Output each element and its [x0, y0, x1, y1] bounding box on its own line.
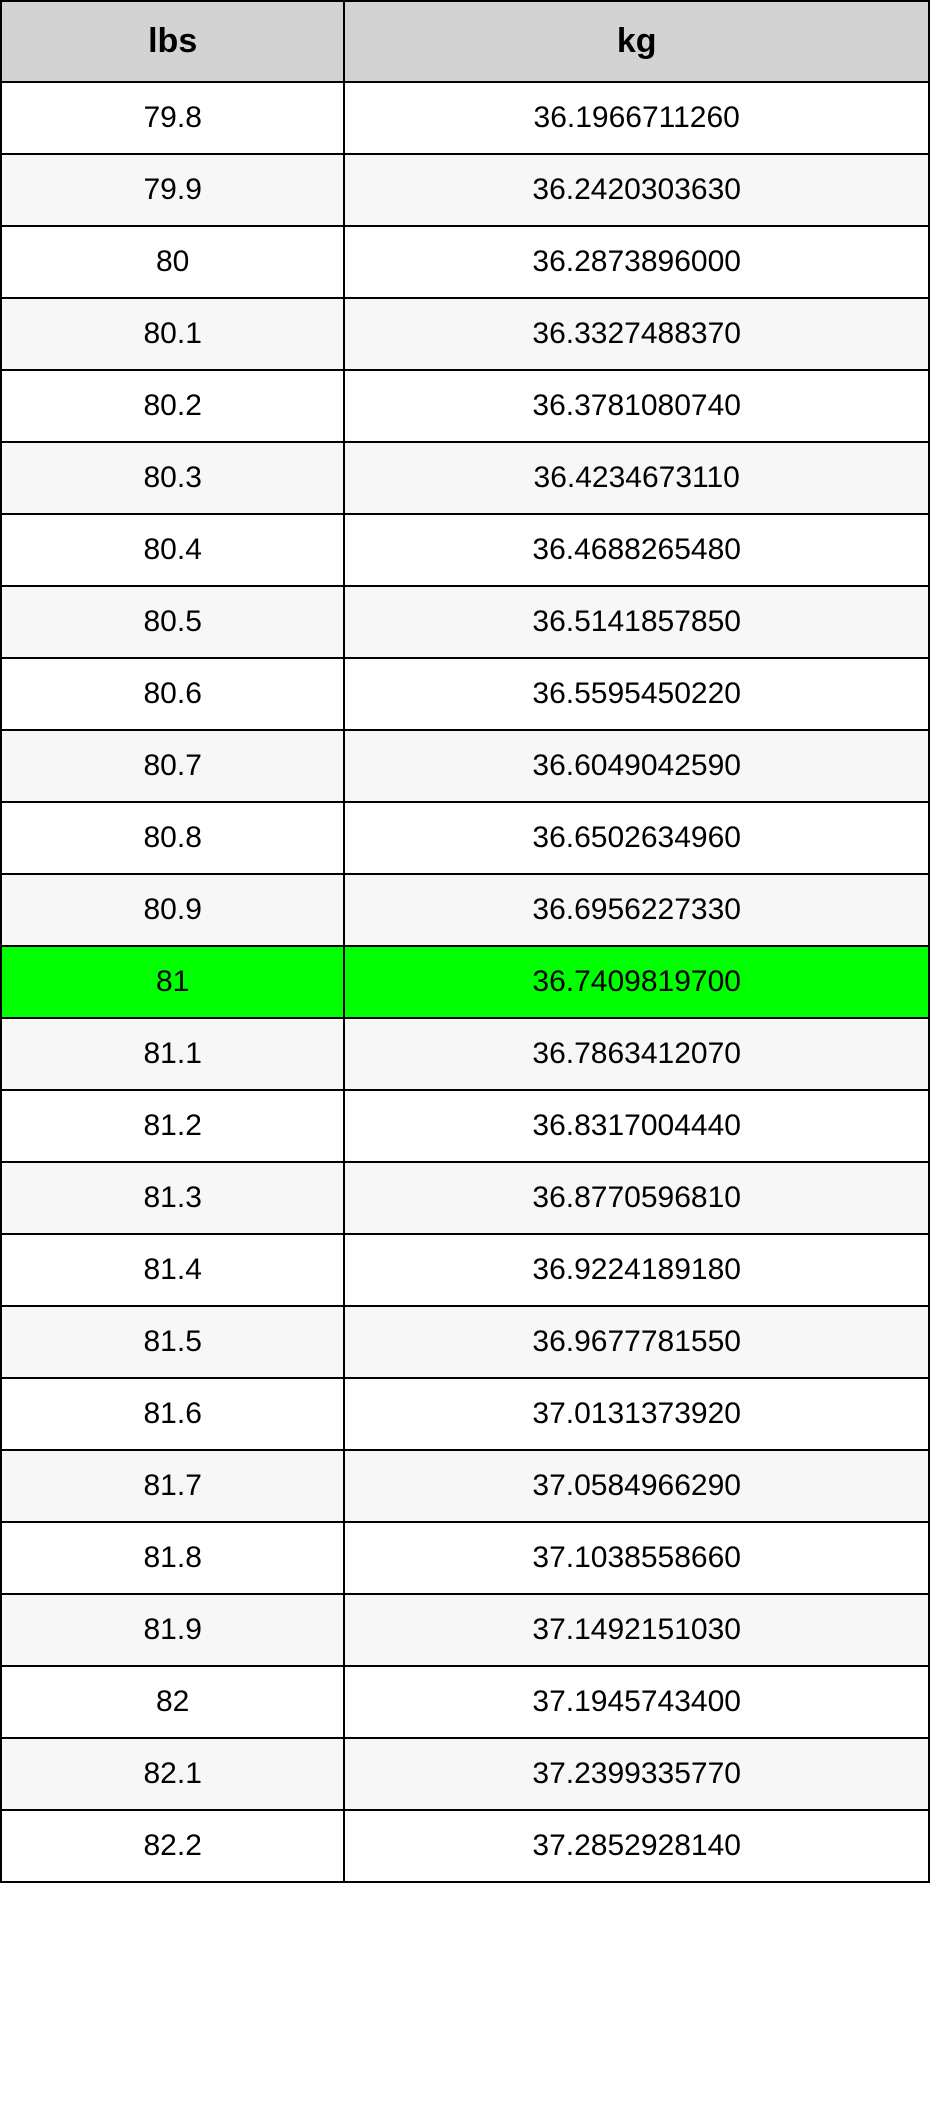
cell-kg: 37.1038558660: [344, 1522, 929, 1594]
cell-lbs: 80.8: [1, 802, 344, 874]
cell-lbs: 80.6: [1, 658, 344, 730]
cell-kg: 36.4234673110: [344, 442, 929, 514]
table-row: 80.536.5141857850: [1, 586, 929, 658]
table-row: 8036.2873896000: [1, 226, 929, 298]
cell-lbs: 81.5: [1, 1306, 344, 1378]
table-row: 80.836.6502634960: [1, 802, 929, 874]
cell-lbs: 80.7: [1, 730, 344, 802]
cell-kg: 36.7409819700: [344, 946, 929, 1018]
cell-lbs: 81.7: [1, 1450, 344, 1522]
table-row: 80.636.5595450220: [1, 658, 929, 730]
cell-kg: 36.8317004440: [344, 1090, 929, 1162]
table-row: 80.236.3781080740: [1, 370, 929, 442]
cell-kg: 36.4688265480: [344, 514, 929, 586]
cell-lbs: 81.8: [1, 1522, 344, 1594]
cell-lbs: 80.1: [1, 298, 344, 370]
cell-lbs: 80.4: [1, 514, 344, 586]
cell-lbs: 81.4: [1, 1234, 344, 1306]
table-row: 79.836.1966711260: [1, 82, 929, 154]
cell-lbs: 82.2: [1, 1810, 344, 1882]
cell-kg: 37.2399335770: [344, 1738, 929, 1810]
table-row: 81.737.0584966290: [1, 1450, 929, 1522]
table-body: 79.836.196671126079.936.24203036308036.2…: [1, 82, 929, 1882]
cell-kg: 36.9677781550: [344, 1306, 929, 1378]
cell-kg: 36.1966711260: [344, 82, 929, 154]
cell-lbs: 82: [1, 1666, 344, 1738]
cell-lbs: 81.6: [1, 1378, 344, 1450]
cell-kg: 36.7863412070: [344, 1018, 929, 1090]
cell-kg: 36.9224189180: [344, 1234, 929, 1306]
header-lbs: lbs: [1, 1, 344, 82]
table-row: 79.936.2420303630: [1, 154, 929, 226]
table-row: 81.637.0131373920: [1, 1378, 929, 1450]
header-kg: kg: [344, 1, 929, 82]
table-row: 80.936.6956227330: [1, 874, 929, 946]
table-row: 81.536.9677781550: [1, 1306, 929, 1378]
table-row: 80.436.4688265480: [1, 514, 929, 586]
table-row: 82.137.2399335770: [1, 1738, 929, 1810]
cell-lbs: 81.3: [1, 1162, 344, 1234]
table-row: 8136.7409819700: [1, 946, 929, 1018]
table-row: 80.336.4234673110: [1, 442, 929, 514]
cell-lbs: 80.5: [1, 586, 344, 658]
cell-lbs: 80.2: [1, 370, 344, 442]
cell-kg: 36.3781080740: [344, 370, 929, 442]
table-row: 81.136.7863412070: [1, 1018, 929, 1090]
cell-lbs: 81: [1, 946, 344, 1018]
cell-lbs: 82.1: [1, 1738, 344, 1810]
cell-kg: 36.2873896000: [344, 226, 929, 298]
table-header-row: lbs kg: [1, 1, 929, 82]
table-row: 80.136.3327488370: [1, 298, 929, 370]
table-row: 80.736.6049042590: [1, 730, 929, 802]
cell-kg: 36.5141857850: [344, 586, 929, 658]
table-row: 82.237.2852928140: [1, 1810, 929, 1882]
cell-kg: 36.6502634960: [344, 802, 929, 874]
cell-kg: 36.5595450220: [344, 658, 929, 730]
table-row: 81.336.8770596810: [1, 1162, 929, 1234]
table-row: 8237.1945743400: [1, 1666, 929, 1738]
cell-kg: 36.6956227330: [344, 874, 929, 946]
cell-lbs: 81.1: [1, 1018, 344, 1090]
cell-kg: 37.1492151030: [344, 1594, 929, 1666]
conversion-table: lbs kg 79.836.196671126079.936.242030363…: [0, 0, 930, 1883]
cell-lbs: 80.9: [1, 874, 344, 946]
cell-kg: 37.0131373920: [344, 1378, 929, 1450]
table-row: 81.236.8317004440: [1, 1090, 929, 1162]
table-row: 81.937.1492151030: [1, 1594, 929, 1666]
cell-lbs: 81.9: [1, 1594, 344, 1666]
cell-lbs: 79.9: [1, 154, 344, 226]
cell-kg: 36.2420303630: [344, 154, 929, 226]
cell-kg: 36.3327488370: [344, 298, 929, 370]
table-row: 81.436.9224189180: [1, 1234, 929, 1306]
table-row: 81.837.1038558660: [1, 1522, 929, 1594]
cell-kg: 36.8770596810: [344, 1162, 929, 1234]
cell-kg: 37.1945743400: [344, 1666, 929, 1738]
cell-kg: 36.6049042590: [344, 730, 929, 802]
cell-lbs: 79.8: [1, 82, 344, 154]
cell-kg: 37.0584966290: [344, 1450, 929, 1522]
cell-lbs: 81.2: [1, 1090, 344, 1162]
cell-kg: 37.2852928140: [344, 1810, 929, 1882]
cell-lbs: 80: [1, 226, 344, 298]
cell-lbs: 80.3: [1, 442, 344, 514]
